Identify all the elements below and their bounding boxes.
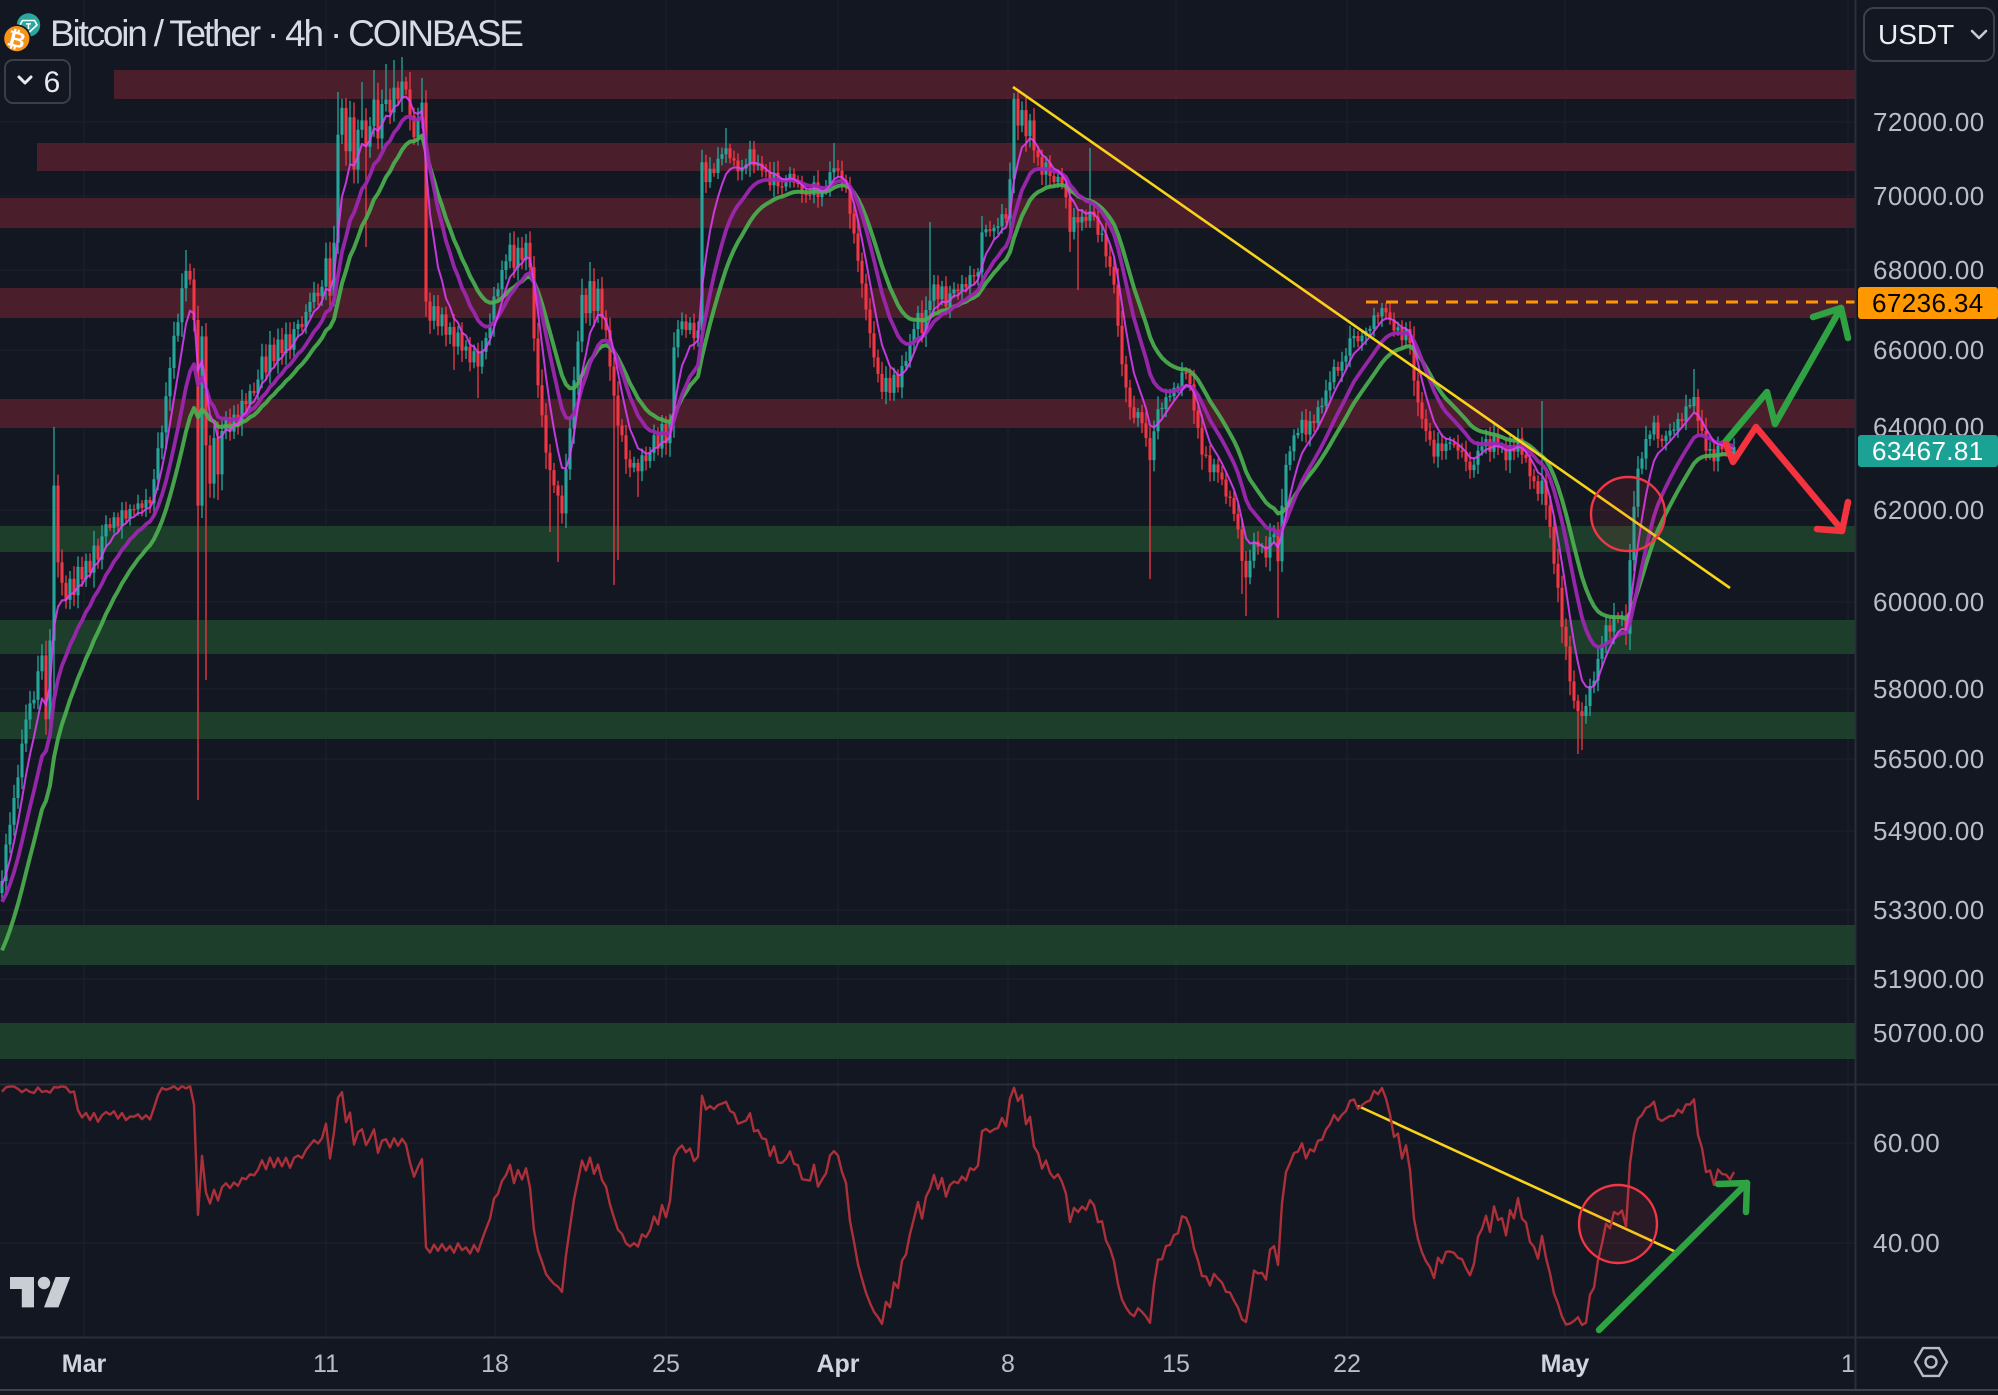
svg-text:63467.81: 63467.81 <box>1872 436 1984 466</box>
svg-text:60.00: 60.00 <box>1873 1128 1940 1158</box>
svg-text:25: 25 <box>652 1350 680 1378</box>
svg-text:60000.00: 60000.00 <box>1873 587 1985 617</box>
svg-text:22: 22 <box>1333 1350 1361 1378</box>
svg-text:68000.00: 68000.00 <box>1873 255 1985 285</box>
svg-text:56500.00: 56500.00 <box>1873 744 1985 774</box>
svg-text:54900.00: 54900.00 <box>1873 816 1985 846</box>
svg-text:18: 18 <box>481 1350 509 1378</box>
svg-text:Apr: Apr <box>816 1350 859 1378</box>
svg-text:₿: ₿ <box>5 25 28 54</box>
svg-text:72000.00: 72000.00 <box>1873 107 1985 137</box>
svg-text:USDT: USDT <box>1878 19 1954 50</box>
svg-text:8: 8 <box>1001 1350 1015 1378</box>
svg-text:51900.00: 51900.00 <box>1873 964 1985 994</box>
svg-text:Bitcoin / Tether · 4h · COINBA: Bitcoin / Tether · 4h · COINBASE <box>50 13 523 54</box>
svg-text:70000.00: 70000.00 <box>1873 181 1985 211</box>
svg-text:1: 1 <box>1841 1350 1855 1378</box>
svg-text:40.00: 40.00 <box>1873 1228 1940 1258</box>
svg-text:Mar: Mar <box>62 1350 107 1378</box>
svg-text:11: 11 <box>313 1350 339 1378</box>
svg-text:15: 15 <box>1162 1350 1190 1378</box>
svg-text:67236.34: 67236.34 <box>1872 288 1984 318</box>
svg-text:53300.00: 53300.00 <box>1873 895 1985 925</box>
svg-text:58000.00: 58000.00 <box>1873 674 1985 704</box>
svg-text:50700.00: 50700.00 <box>1873 1018 1985 1048</box>
svg-text:66000.00: 66000.00 <box>1873 335 1985 365</box>
svg-text:6: 6 <box>44 66 61 99</box>
svg-text:62000.00: 62000.00 <box>1873 495 1985 525</box>
svg-text:May: May <box>1541 1350 1590 1378</box>
